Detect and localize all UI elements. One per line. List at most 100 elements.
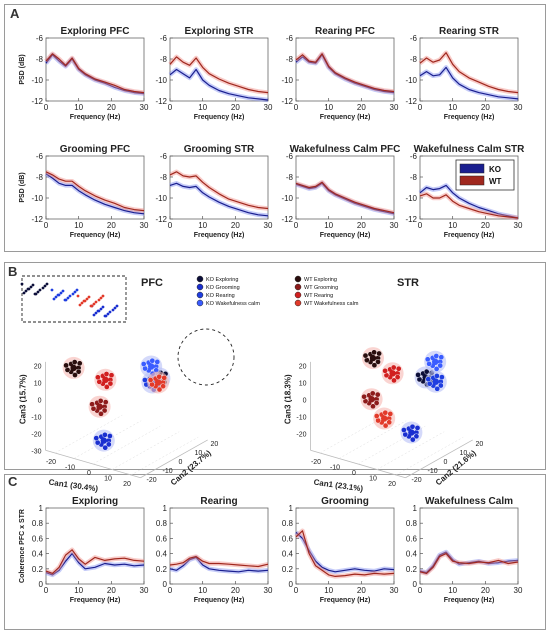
str-point-ko-rearing — [434, 385, 441, 392]
x-tick-label-wakefulness-calm-1: 10 — [448, 586, 457, 595]
pfc-point-wt-wakefulness-calm — [147, 377, 154, 383]
y-tick-label-exploring-pfc-1: -8 — [36, 55, 44, 64]
pfc-can1-tick-1: -10 — [65, 465, 75, 472]
inset-point — [92, 313, 96, 317]
str-point-wt-rearing — [390, 364, 397, 371]
series-line-wakefulness-calm-pfc-ko — [295, 182, 395, 215]
series-line-grooming-str-wt — [169, 171, 269, 210]
pfc-can3-tick-0: 20 — [34, 363, 42, 370]
series-band-grooming-str-ko — [169, 181, 269, 219]
y-tick-label-exploring-5: 0 — [39, 580, 44, 589]
y-tick-label-wakefulness-calm-2: 0.6 — [406, 534, 418, 543]
pfc-point-ko-grooming — [102, 431, 108, 438]
panel-a-letter: A — [10, 6, 20, 21]
pfc-point-wt-exploring — [70, 364, 77, 372]
str-point-wt-grooming — [374, 391, 381, 398]
str-point-ko-wakefulness-calm — [433, 366, 440, 372]
str-can3-tick-1: 10 — [299, 380, 307, 387]
legend-marker-wt-rearing — [294, 291, 302, 299]
str-point-ko-wakefulness-calm — [424, 356, 431, 363]
str-point-ko-wakefulness-calm — [437, 362, 444, 369]
y-tick-label-rearing-pfc-3: -12 — [281, 97, 293, 106]
legend-marker-wt-exploring — [294, 275, 302, 283]
inset-point — [43, 284, 47, 288]
y-tick-label-rearing-pfc-1: -8 — [286, 55, 294, 64]
y-tick-label-rearing-1: 0.8 — [156, 519, 168, 528]
axes-box-exploring-pfc — [45, 37, 145, 102]
str-point-wt-exploring — [375, 359, 381, 365]
pfc-floor-grid — [92, 425, 161, 465]
pfc-point-wt-rearing — [103, 371, 110, 377]
pfc-point-wt-grooming — [102, 399, 109, 405]
str-point-wt-wakefulness-calm — [386, 419, 393, 426]
series-band-rearing-pfc-wt — [294, 51, 395, 94]
x-tick-label-grooming-pfc-3: 30 — [140, 221, 149, 230]
subplot-title-exploring: Exploring — [72, 496, 118, 507]
x-tick-label-wakefulness-calm-pfc-3: 30 — [390, 221, 399, 230]
subplot-title-grooming-pfc: Grooming PFC — [60, 144, 131, 155]
pfc-highlight-circle — [177, 328, 235, 386]
pfc-point-wt-wakefulness-calm — [154, 379, 162, 386]
x-axis-label-wakefulness-calm-str: Frequency (Hz) — [444, 232, 495, 239]
x-tick-label-grooming-str-3: 30 — [264, 221, 273, 230]
inset-point — [68, 294, 72, 298]
str-can2-tick-1: 10 — [460, 450, 468, 457]
y-axis-label-grooming-pfc: PSD (dB) — [19, 172, 26, 202]
y-tick-label-exploring-1: 0.8 — [32, 519, 44, 528]
series-line-exploring-pfc-ko — [45, 54, 145, 95]
pfc-point-ko-grooming — [107, 433, 113, 439]
pfc-floor-grid — [130, 436, 199, 476]
pfc-point-wt-rearing — [95, 374, 101, 381]
inset-point — [99, 296, 103, 300]
y-tick-label-exploring-pfc-2: -10 — [31, 76, 43, 85]
inset-point — [66, 296, 70, 300]
x-tick-label-rearing-str-3: 30 — [514, 103, 523, 112]
x-axis-label-grooming: Frequency (Hz) — [320, 597, 371, 604]
subplot-title-wakefulness-calm-str: Wakefulness Calm STR — [414, 144, 526, 155]
pfc-title: PFC — [141, 277, 163, 289]
y-tick-label-rearing-5: 0 — [163, 580, 168, 589]
y-tick-label-grooming-3: 0.4 — [282, 550, 294, 559]
inset-point — [106, 312, 110, 316]
y-tick-label-exploring-4: 0.2 — [32, 565, 44, 574]
series-line-grooming-pfc-ko — [45, 173, 145, 215]
inset-point — [50, 288, 54, 292]
inset-point — [33, 292, 37, 296]
pfc-point-ko-grooming — [102, 444, 108, 451]
x-tick-label-grooming-2: 20 — [357, 586, 366, 595]
str-point-wt-grooming — [373, 400, 380, 406]
y-tick-label-wakefulness-calm-1: 0.8 — [406, 519, 418, 528]
x-tick-label-wakefulness-calm-str-1: 10 — [448, 221, 457, 230]
y-tick-label-rearing-str-0: -6 — [410, 34, 418, 43]
str-floor-grid — [338, 420, 407, 459]
axes-box-exploring-str — [169, 37, 269, 102]
y-tick-label-grooming-pfc-2: -10 — [31, 194, 43, 203]
inset-point — [96, 309, 100, 313]
str-can1-tick-4: 20 — [388, 481, 396, 488]
str-point-wt-exploring — [376, 350, 382, 357]
panel-a-frame — [4, 4, 546, 252]
y-tick-label-grooming-4: 0.2 — [282, 565, 294, 574]
subplot-title-wakefulness-calm: Wakefulness Calm — [425, 496, 513, 507]
series-line-rearing-pfc-wt — [295, 53, 395, 93]
inset-point — [113, 306, 117, 310]
pfc-point-ko-rearing — [142, 377, 148, 383]
x-tick-label-wakefulness-calm-pfc-0: 0 — [294, 221, 299, 230]
str-title: STR — [397, 277, 419, 289]
series-line-wakefulness-calm-pfc-wt — [295, 181, 395, 214]
x-axis-label-wakefulness-calm-pfc: Frequency (Hz) — [320, 232, 371, 239]
pfc-point-ko-grooming — [93, 435, 100, 441]
str-point-wt-grooming — [368, 396, 375, 403]
axes-box-grooming-str — [169, 155, 269, 220]
y-tick-label-exploring-pfc-3: -12 — [31, 97, 43, 106]
str-can3-tick-4: -20 — [296, 431, 306, 438]
y-tick-label-rearing-3: 0.4 — [156, 550, 168, 559]
subplot-title-rearing-str: Rearing STR — [439, 26, 500, 37]
axes-box-grooming — [295, 507, 395, 585]
str-point-ko-wakefulness-calm — [433, 353, 440, 359]
series-line-grooming-str-ko — [169, 182, 269, 217]
legend-label-ko-wakefulness-calm: KO Wakefulness calm — [206, 301, 260, 307]
legend-swatch-ko — [459, 163, 485, 174]
series-line-exploring-str-ko — [169, 68, 269, 101]
x-axis-label-grooming-pfc: Frequency (Hz) — [70, 232, 121, 239]
